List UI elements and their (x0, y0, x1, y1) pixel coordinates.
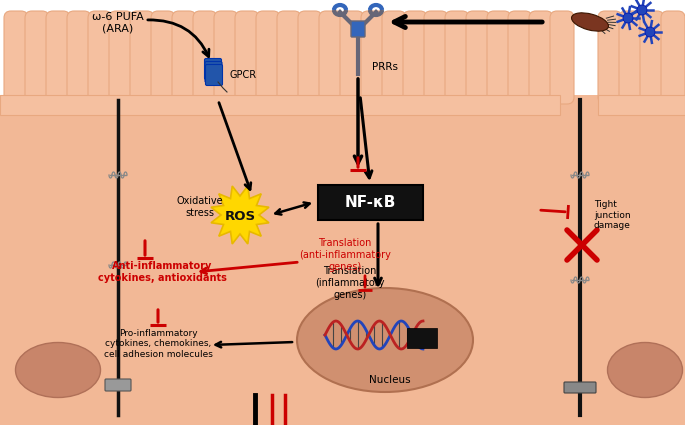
Bar (598, 95, 685, 115)
FancyBboxPatch shape (640, 11, 664, 104)
Text: NF-κB: NF-κB (345, 195, 396, 210)
FancyBboxPatch shape (4, 11, 28, 104)
FancyBboxPatch shape (46, 11, 70, 104)
Text: Translation
(inflammatory
genes): Translation (inflammatory genes) (315, 266, 385, 300)
FancyBboxPatch shape (130, 11, 154, 104)
FancyBboxPatch shape (277, 11, 301, 104)
FancyBboxPatch shape (205, 62, 222, 82)
FancyBboxPatch shape (340, 11, 364, 104)
Text: ω-6 PUFA
(ARA): ω-6 PUFA (ARA) (92, 12, 144, 34)
FancyBboxPatch shape (193, 11, 217, 104)
FancyBboxPatch shape (105, 379, 131, 391)
Polygon shape (211, 186, 269, 244)
Bar (0, 95, 685, 425)
Circle shape (623, 13, 633, 23)
Text: Pro-inflammatory
cytokines, chemokines,
cell adhesion molecules: Pro-inflammatory cytokines, chemokines, … (103, 329, 212, 359)
FancyBboxPatch shape (550, 11, 574, 104)
FancyBboxPatch shape (382, 11, 406, 104)
FancyBboxPatch shape (88, 11, 112, 104)
FancyBboxPatch shape (403, 11, 427, 104)
Ellipse shape (608, 343, 682, 397)
Text: ROS: ROS (225, 210, 256, 223)
FancyBboxPatch shape (661, 11, 685, 104)
FancyBboxPatch shape (256, 11, 280, 104)
Text: Nucleus: Nucleus (369, 375, 411, 385)
Text: Oxidative
stress: Oxidative stress (177, 196, 223, 218)
Bar (407, 328, 437, 348)
FancyBboxPatch shape (564, 382, 596, 393)
FancyBboxPatch shape (361, 11, 385, 104)
FancyBboxPatch shape (205, 59, 221, 79)
Text: PRRs: PRRs (372, 62, 398, 72)
Bar (0, 95, 560, 115)
Bar (318, 185, 423, 220)
FancyBboxPatch shape (619, 11, 643, 104)
Text: Tight
junction
damage: Tight junction damage (594, 200, 631, 230)
Circle shape (645, 27, 655, 37)
FancyBboxPatch shape (67, 11, 91, 104)
FancyBboxPatch shape (151, 11, 175, 104)
FancyBboxPatch shape (466, 11, 490, 104)
FancyBboxPatch shape (25, 11, 49, 104)
FancyBboxPatch shape (487, 11, 511, 104)
FancyBboxPatch shape (424, 11, 448, 104)
FancyBboxPatch shape (172, 11, 196, 104)
FancyBboxPatch shape (508, 11, 532, 104)
Text: GPCR: GPCR (230, 70, 257, 80)
Text: Translation
(anti-inflammatory
genes): Translation (anti-inflammatory genes) (299, 238, 391, 272)
Text: Anti-inflammatory
cytokines, antioxidants: Anti-inflammatory cytokines, antioxidant… (97, 261, 227, 283)
FancyBboxPatch shape (214, 11, 238, 104)
FancyBboxPatch shape (445, 11, 469, 104)
FancyBboxPatch shape (598, 11, 622, 104)
FancyBboxPatch shape (109, 11, 133, 104)
FancyBboxPatch shape (298, 11, 322, 104)
FancyBboxPatch shape (235, 11, 259, 104)
Ellipse shape (16, 343, 101, 397)
FancyBboxPatch shape (351, 21, 365, 37)
FancyBboxPatch shape (529, 11, 553, 104)
Ellipse shape (571, 13, 608, 31)
Ellipse shape (297, 288, 473, 392)
Circle shape (637, 5, 647, 15)
FancyBboxPatch shape (206, 65, 223, 85)
FancyBboxPatch shape (319, 11, 343, 104)
